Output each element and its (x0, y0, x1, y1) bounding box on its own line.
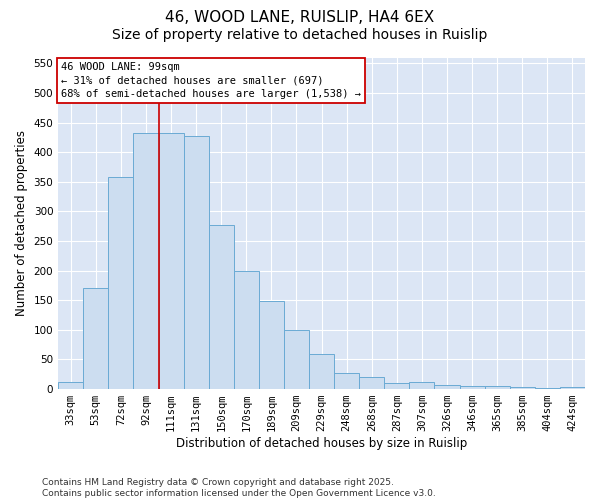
Bar (309, 354, 334, 389)
Bar (58, 382, 83, 389)
Bar (209, 225, 234, 389)
Text: 46, WOOD LANE, RUISLIP, HA4 6EX: 46, WOOD LANE, RUISLIP, HA4 6EX (166, 10, 434, 25)
Bar (460, 386, 485, 389)
Bar (385, 382, 409, 389)
Bar (434, 385, 460, 389)
Bar (109, 177, 133, 389)
Bar (83, 288, 109, 389)
Bar (560, 388, 585, 389)
Bar (158, 134, 184, 389)
Bar (284, 330, 309, 389)
Text: Size of property relative to detached houses in Ruislip: Size of property relative to detached ho… (112, 28, 488, 42)
Bar (259, 302, 284, 389)
Text: 46 WOOD LANE: 99sqm
← 31% of detached houses are smaller (697)
68% of semi-detac: 46 WOOD LANE: 99sqm ← 31% of detached ho… (61, 62, 361, 99)
Bar (133, 134, 158, 389)
Bar (359, 377, 385, 389)
Y-axis label: Number of detached properties: Number of detached properties (15, 130, 28, 316)
Bar (485, 386, 510, 389)
Bar (184, 136, 209, 389)
Bar (334, 373, 359, 389)
Bar (234, 270, 259, 389)
X-axis label: Distribution of detached houses by size in Ruislip: Distribution of detached houses by size … (176, 437, 467, 450)
Bar (409, 382, 434, 389)
Bar (535, 388, 560, 389)
Text: Contains HM Land Registry data © Crown copyright and database right 2025.
Contai: Contains HM Land Registry data © Crown c… (42, 478, 436, 498)
Bar (510, 388, 535, 389)
